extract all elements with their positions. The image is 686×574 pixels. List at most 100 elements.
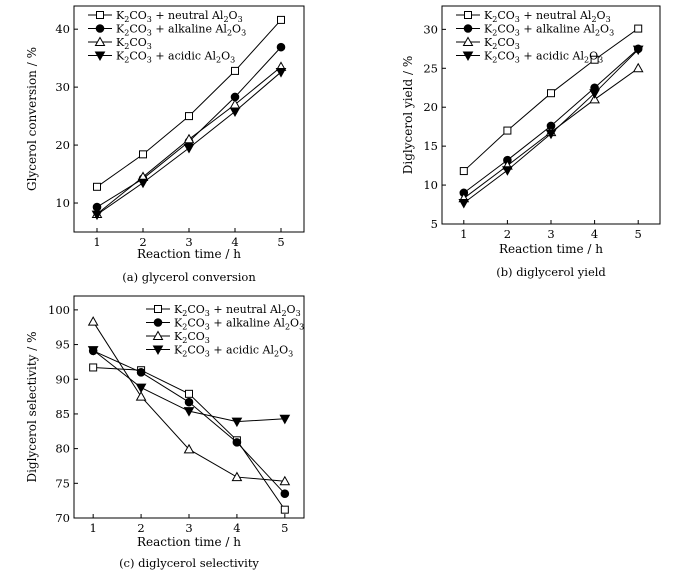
x-tick-label: 3 xyxy=(547,227,554,241)
legend-marker xyxy=(94,36,106,46)
data-point xyxy=(136,368,146,377)
x-tick-label: 2 xyxy=(137,521,144,535)
y-axis-label: Glycerol conversion / % xyxy=(25,47,39,191)
x-tick-label: 4 xyxy=(231,235,238,249)
series-line xyxy=(463,48,639,194)
x-tick-label: 1 xyxy=(93,235,100,249)
data-point xyxy=(231,417,243,428)
legend-label: K2​CO3​ + alkaline Al2​O3​ xyxy=(484,23,614,38)
legend-marker xyxy=(152,345,164,356)
data-point xyxy=(275,68,287,78)
legend-label: K2​CO3​ + acidic Al2​O3​ xyxy=(174,344,293,359)
legend-label: K2​CO3​ + neutral Al2​O3​ xyxy=(484,9,611,24)
x-tick-label: 5 xyxy=(281,521,288,535)
x-tick-label: 3 xyxy=(185,521,192,535)
panel-caption: (c) diglycerol selectivity xyxy=(119,556,259,570)
data-point xyxy=(280,505,289,514)
x-tick-label: 2 xyxy=(504,227,511,241)
data-point xyxy=(87,316,99,326)
data-point xyxy=(139,150,147,159)
series-line xyxy=(93,366,286,510)
x-tick-label: 3 xyxy=(185,235,192,249)
legend-marker xyxy=(152,330,164,340)
legend-label: K2​CO3​ xyxy=(484,36,520,51)
y-tick-label: 5 xyxy=(431,217,438,231)
data-point xyxy=(185,112,193,121)
data-point xyxy=(632,45,644,56)
data-point xyxy=(183,143,195,154)
y-tick-label: 90 xyxy=(55,372,70,386)
data-point xyxy=(231,66,239,75)
x-tick-label: 4 xyxy=(591,227,598,241)
x-tick-label: 2 xyxy=(139,235,146,249)
data-point xyxy=(183,407,195,417)
legend-marker xyxy=(153,318,163,327)
panel-c-diglycerol-selectivity: 1 2 3 4 5 70 75 80 85 90 95 100 K2​CO3​ + neutral A… xyxy=(25,295,305,570)
data-point xyxy=(459,167,468,176)
y-axis-label: Diglycerol yield / % xyxy=(401,56,415,175)
data-point xyxy=(135,383,147,394)
y-tick-label: 10 xyxy=(423,178,438,192)
y-tick-label: 75 xyxy=(55,476,70,490)
data-point xyxy=(135,391,147,401)
data-point xyxy=(185,389,193,398)
data-point xyxy=(280,489,290,499)
data-point xyxy=(503,126,512,135)
x-tick-label: 1 xyxy=(90,521,97,535)
data-point xyxy=(229,107,241,117)
data-point xyxy=(502,166,513,176)
data-point xyxy=(232,438,242,447)
data-point xyxy=(183,443,195,454)
y-tick-label: 40 xyxy=(55,22,70,36)
y-tick-label: 70 xyxy=(55,511,70,525)
data-point xyxy=(91,210,103,221)
y-tick-label: 15 xyxy=(423,139,438,153)
legend-marker xyxy=(464,11,472,19)
y-axis-label: Diglycerol selectivity / % xyxy=(25,331,39,482)
legend-label: K2​CO3​ + alkaline Al2​O3​ xyxy=(174,317,304,332)
legend-label: K2​CO3​ + acidic Al2​O3​ xyxy=(116,50,235,65)
legend-label: K2​CO3​ xyxy=(116,36,152,51)
y-tick-label: 30 xyxy=(423,22,438,36)
legend-label: K2​CO3​ + acidic Al2​O3​ xyxy=(484,50,603,65)
x-axis-label: Reaction time / h xyxy=(137,535,241,549)
legend-label: K2​CO3​ xyxy=(174,330,210,345)
y-tick-label: 100 xyxy=(48,303,70,317)
data-point xyxy=(184,397,194,407)
x-tick-label: 5 xyxy=(277,235,284,249)
data-point xyxy=(231,471,243,482)
data-point xyxy=(279,414,291,425)
data-point xyxy=(590,55,599,64)
x-tick-label: 1 xyxy=(460,227,467,241)
data-point xyxy=(277,15,285,24)
data-point xyxy=(545,129,557,140)
y-tick-label: 10 xyxy=(55,196,70,210)
y-tick-label: 25 xyxy=(423,61,438,75)
y-tick-label: 30 xyxy=(55,80,70,94)
x-axis-label: Reaction time / h xyxy=(137,247,241,261)
data-point xyxy=(458,198,470,209)
data-point xyxy=(137,178,149,189)
legend-marker xyxy=(95,24,105,33)
legend-label: K2​CO3​ + alkaline Al2​O3​ xyxy=(116,23,246,38)
y-tick-label: 80 xyxy=(55,442,70,456)
y-tick-label: 20 xyxy=(55,138,70,152)
data-point xyxy=(634,24,643,33)
y-tick-label: 20 xyxy=(423,100,438,114)
data-point xyxy=(87,346,99,356)
data-point xyxy=(547,89,555,98)
legend-marker xyxy=(154,305,162,313)
legend-label: K2​CO3​ + neutral Al2​O3​ xyxy=(116,9,243,24)
x-tick-label: 4 xyxy=(233,521,240,535)
panel-caption: (a) glycerol conversion xyxy=(122,270,256,284)
legend-marker xyxy=(462,51,474,62)
data-point xyxy=(589,89,600,99)
data-point xyxy=(632,62,644,73)
plot-frame xyxy=(441,5,661,225)
data-point xyxy=(89,363,98,372)
data-point xyxy=(229,98,241,109)
data-point xyxy=(589,93,600,104)
data-point xyxy=(183,133,195,144)
